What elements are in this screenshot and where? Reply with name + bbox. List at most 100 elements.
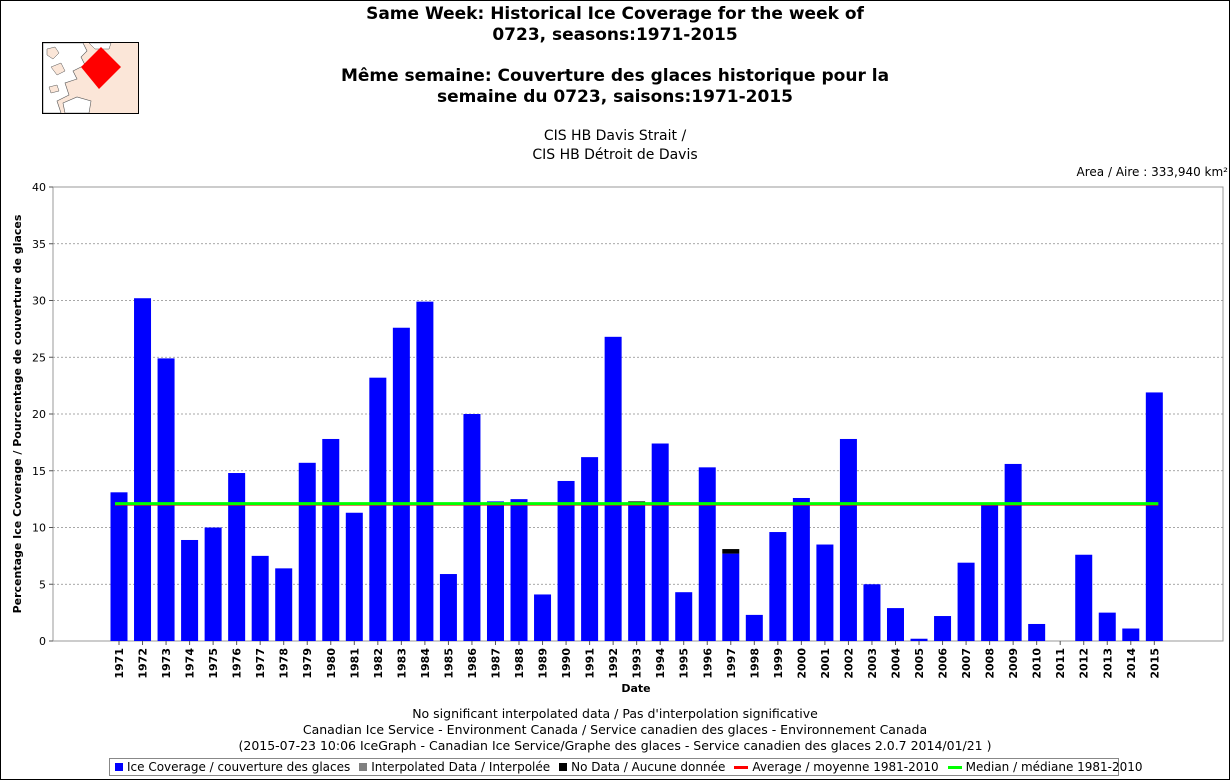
title-en-line1: Same Week: Historical Ice Coverage for t… [366, 4, 864, 24]
bar-2006-ice [934, 616, 952, 641]
x-tick-label-1979: 1979 [301, 648, 314, 679]
bar-2002-ice [839, 438, 857, 641]
bar-2015-ice [1145, 392, 1163, 641]
x-tick-label-2003: 2003 [866, 648, 879, 679]
x-tick-label-2014: 2014 [1125, 648, 1138, 679]
bar-2007-ice [957, 562, 975, 641]
chart-subtitle: CIS HB Davis Strait / CIS HB Détroit de … [380, 127, 850, 165]
bar-1976-ice [228, 473, 246, 641]
subtitle-line2: CIS HB Détroit de Davis [532, 147, 698, 163]
x-tick-label-1975: 1975 [207, 648, 220, 679]
legend-label-no-data: No Data / Aucune donnée [571, 760, 726, 774]
bar-1999-ice [769, 532, 787, 641]
bar-1977-ice [251, 555, 269, 641]
bar-1982-ice [369, 377, 387, 641]
y-axis-title: Percentage Ice Coverage / Pourcentage de… [11, 214, 24, 613]
y-tick-label: 25 [32, 351, 46, 364]
legend-line-median [947, 765, 962, 769]
x-tick-label-1986: 1986 [466, 648, 479, 679]
x-tick-label-1982: 1982 [372, 648, 385, 679]
bar-1991-ice [581, 457, 599, 641]
y-tick-label: 20 [32, 408, 46, 421]
bar-2009-ice [1004, 463, 1022, 641]
bar-2012-ice [1075, 554, 1093, 641]
bar-1983-ice [392, 327, 410, 641]
bar-1997-ice [722, 553, 740, 641]
bar-chart: 0 5 10 15 20 25 30 35 40 Percentage Ice Coverage … [11, 181, 1224, 695]
legend-label-average: Average / moyenne 1981-2010 [752, 760, 939, 774]
bar-2013-ice [1098, 612, 1116, 641]
x-tick-label-1980: 1980 [325, 648, 338, 679]
x-tick-label-1998: 1998 [748, 648, 761, 679]
bar-2014-ice [1122, 628, 1140, 641]
legend-swatch-ice-coverage [115, 763, 123, 771]
x-tick-label-2007: 2007 [960, 648, 973, 679]
x-tick-label-1999: 1999 [772, 648, 785, 679]
bar-1986-ice [463, 414, 481, 641]
x-tick-label-2009: 2009 [1007, 648, 1020, 679]
footer-source: Canadian Ice Service - Environment Canad… [302, 722, 928, 737]
chart-title: Same Week: Historical Ice Coverage for t… [250, 4, 980, 108]
x-tick-label-1988: 1988 [513, 648, 526, 679]
x-tick-label-1989: 1989 [537, 648, 550, 679]
y-tick-label: 10 [32, 522, 46, 535]
footer-generator: (2015-07-23 10:06 IceGraph - Canadian Ic… [238, 738, 992, 753]
x-tick-label-2015: 2015 [1148, 648, 1161, 679]
title-en-line2: 0723, seasons:1971-2015 [492, 25, 738, 45]
x-tick-label-2004: 2004 [889, 648, 902, 679]
x-tick-label-1984: 1984 [419, 648, 432, 679]
region-map-thumbnail [42, 42, 139, 114]
bar-1987-ice [486, 501, 504, 641]
x-tick-label-1996: 1996 [701, 648, 714, 679]
bar-1985-ice [439, 574, 457, 641]
y-tick-label: 35 [32, 238, 46, 251]
legend-item-no-data: No Data / Aucune donnée [559, 760, 725, 774]
x-tick-label-1991: 1991 [584, 648, 597, 679]
bar-1997-nodata [722, 549, 740, 554]
bar-1978-ice [275, 568, 293, 641]
x-axis-title: Date [621, 682, 650, 695]
legend-line-average [734, 765, 749, 769]
x-tick-label-1997: 1997 [725, 648, 738, 679]
y-tick-label: 0 [39, 635, 46, 648]
x-tick-label-1987: 1987 [489, 648, 502, 679]
bar-1979-ice [298, 462, 316, 641]
title-fr-line2: semaine du 0723, saisons:1971-2015 [436, 87, 793, 107]
bar-2003-ice [863, 584, 881, 641]
bar-1980-ice [322, 438, 340, 641]
bar-1989-ice [534, 594, 552, 641]
bar-1998-ice [745, 614, 763, 641]
legend-label-median: Median / médiane 1981-2010 [965, 760, 1143, 774]
x-tick-label-1978: 1978 [278, 648, 291, 679]
x-tick-label-1976: 1976 [231, 648, 244, 679]
x-tick-label-2011: 2011 [1054, 648, 1067, 679]
bar-2010-ice [1028, 623, 1046, 641]
bar-2001-ice [816, 544, 834, 641]
x-tick-label-1977: 1977 [254, 648, 267, 679]
footer-interpolation-note: No significant interpolated data / Pas d… [412, 706, 818, 721]
bar-1984-ice [416, 301, 434, 641]
x-tick-label-2012: 2012 [1078, 648, 1091, 679]
bar-2008-ice [981, 504, 999, 641]
x-tick-label-1974: 1974 [184, 648, 197, 679]
bar-1988-ice [510, 499, 528, 641]
x-tick-label-1973: 1973 [160, 648, 173, 679]
x-tick-label-1995: 1995 [678, 648, 691, 679]
area-label: Area / Aire : 333,940 km² [1076, 165, 1228, 179]
x-tick-label-1994: 1994 [654, 648, 667, 679]
x-tick-label-2001: 2001 [819, 648, 832, 679]
bar-2000-ice [792, 497, 810, 641]
bar-1973-ice [157, 358, 175, 641]
x-tick-label-1992: 1992 [607, 648, 620, 679]
x-tick-label-2013: 2013 [1101, 648, 1114, 679]
bar-1996-ice [698, 467, 716, 641]
bar-1975-ice [204, 527, 222, 641]
x-tick-label-1985: 1985 [442, 648, 455, 679]
x-tick-label-1983: 1983 [395, 648, 408, 679]
bar-1974-ice [181, 539, 199, 641]
bar-1993-nodata [628, 501, 646, 503]
bar-1971-ice [110, 492, 128, 641]
chart-footer: No significant interpolated data / Pas d… [150, 706, 1080, 754]
bar-1972-ice [134, 298, 152, 641]
x-tick-label-1993: 1993 [631, 648, 644, 679]
